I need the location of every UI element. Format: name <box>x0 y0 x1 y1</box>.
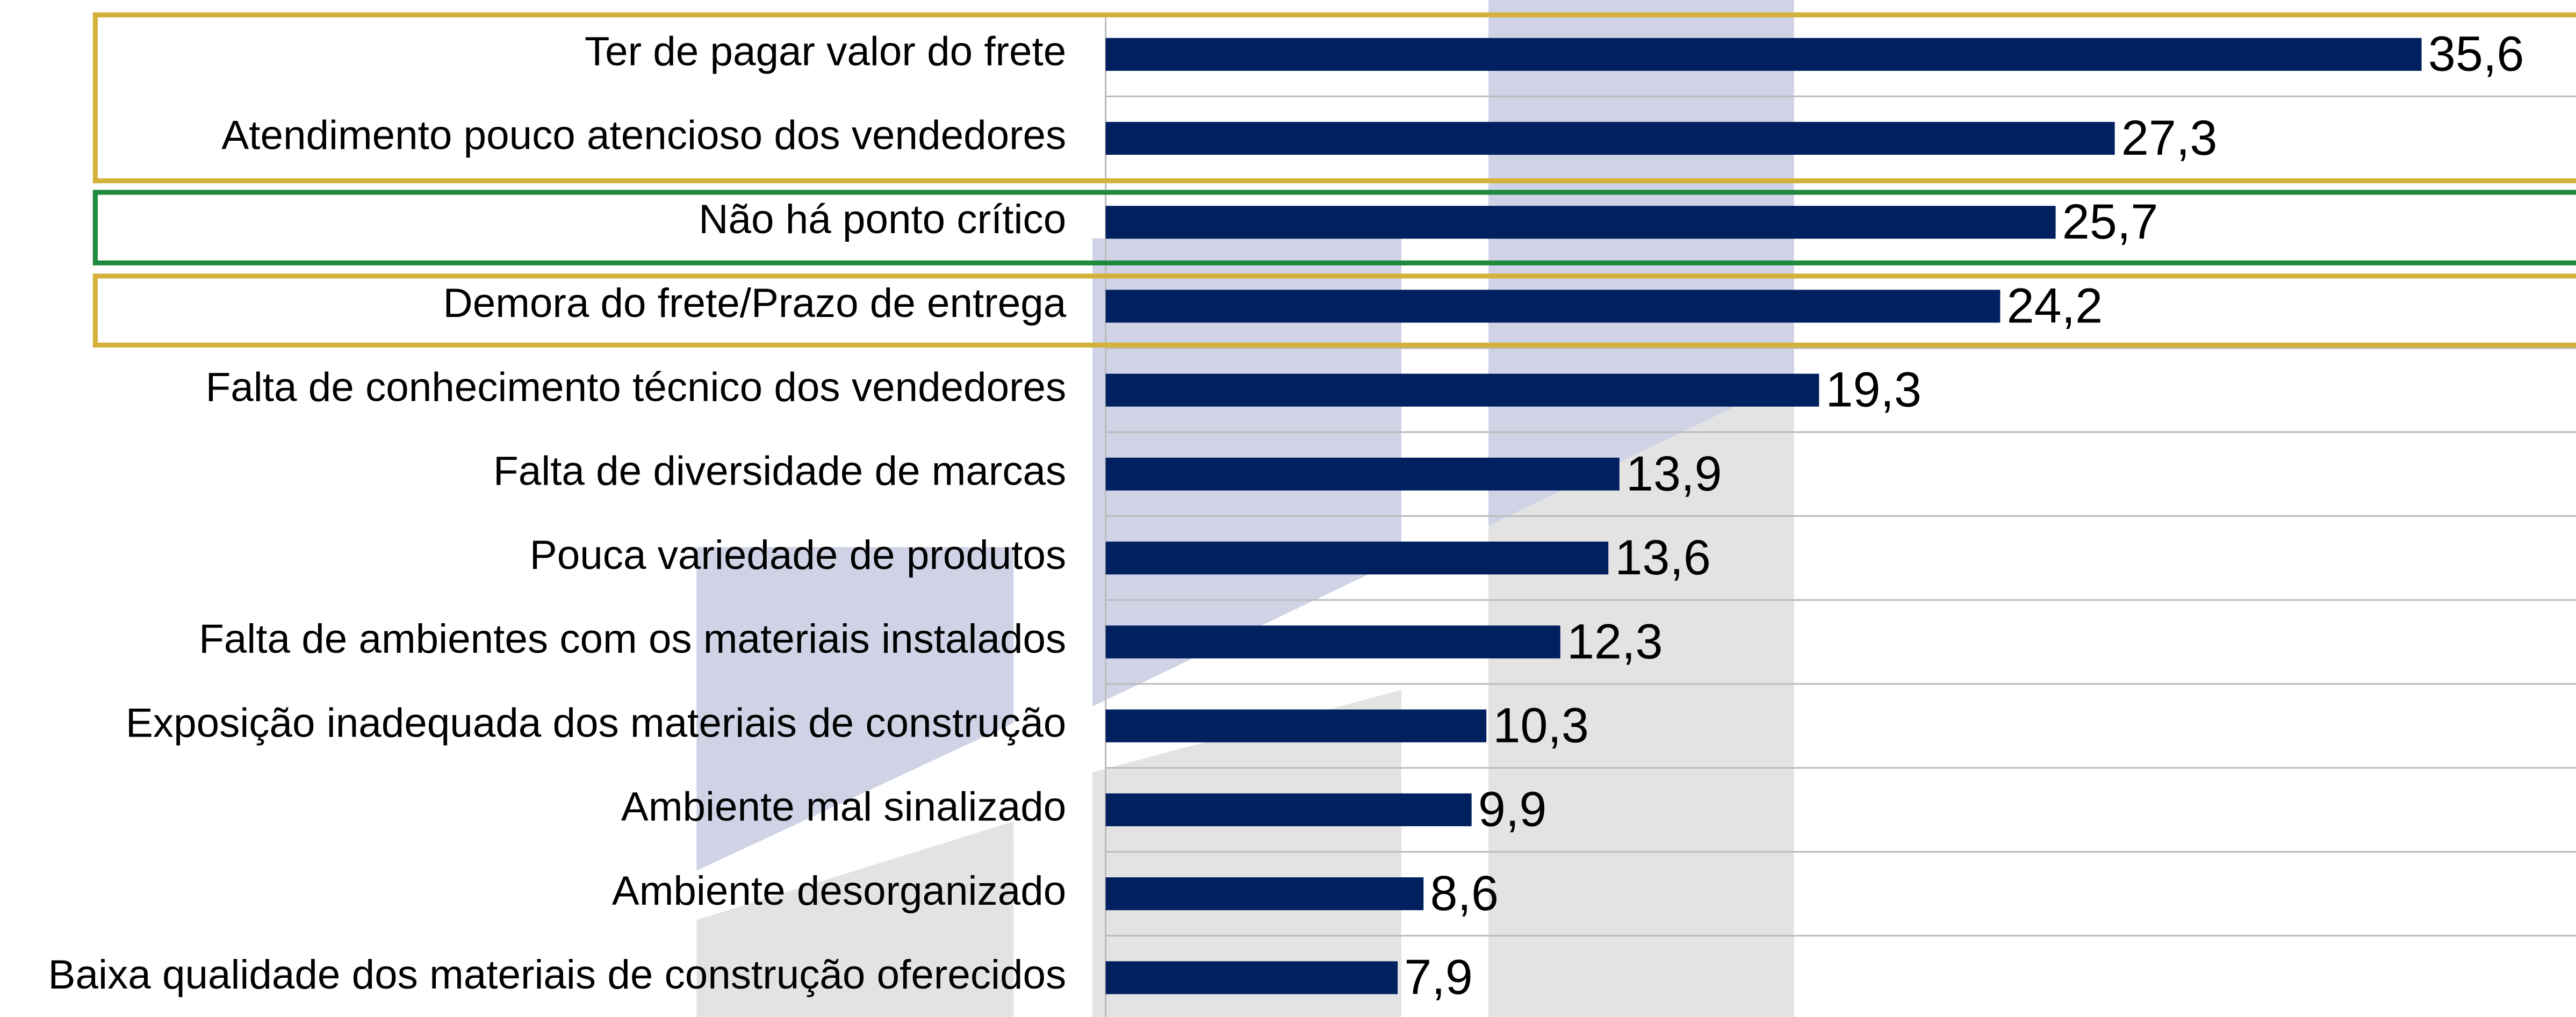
bar <box>1105 709 1487 742</box>
y-tick-label: Falta de diversidade de marcas <box>493 449 1066 494</box>
bar <box>1105 625 1560 659</box>
bar <box>1105 961 1398 994</box>
data-label: 35,6 <box>2428 27 2524 82</box>
highlight-box <box>92 273 2576 348</box>
y-tick-label: Demora do frete/Prazo de entrega <box>443 280 1067 326</box>
bar <box>1105 38 2422 71</box>
y-tick-label: Falta de ambientes com os materiais inst… <box>199 616 1066 662</box>
bar <box>1105 542 1609 575</box>
y-tick-label: Ambiente desorganizado <box>612 868 1066 914</box>
data-label: 24,2 <box>2007 278 2103 333</box>
data-label: 25,7 <box>2062 194 2158 249</box>
y-tick-label: Atendimento pouco atencioso dos vendedor… <box>221 113 1066 158</box>
bar <box>1105 206 2056 239</box>
data-label: 8,6 <box>1430 866 1499 921</box>
y-tick-label: Falta de conhecimento técnico dos vended… <box>206 364 1067 410</box>
y-tick-label: Exposição inadequada dos materiais de co… <box>126 700 1066 746</box>
bar <box>1105 793 1472 826</box>
data-label: 9,9 <box>1478 782 1547 837</box>
data-label: 27,3 <box>2121 111 2218 165</box>
data-label: 7,9 <box>1404 950 1473 1005</box>
data-label: 13,9 <box>1626 446 1722 501</box>
y-tick-label: Não há ponto crítico <box>699 197 1066 242</box>
marks: Ter de pagar valor do frete 35,6 Atendimen… <box>48 27 2524 1005</box>
data-label: 19,3 <box>1826 363 1922 417</box>
data-label: 13,6 <box>1615 530 1711 585</box>
bar <box>1105 121 2115 155</box>
data-label: 12,3 <box>1567 614 1663 669</box>
y-tick-label: Pouca variedade de produtos <box>530 532 1066 578</box>
highlight-box <box>92 190 2576 266</box>
data-label: 10,3 <box>1493 698 1589 753</box>
bar <box>1105 457 1620 491</box>
y-tick-label: Ter de pagar valor do frete <box>585 28 1066 74</box>
bar <box>1105 373 1819 407</box>
bar <box>1105 877 1424 911</box>
y-tick-label: Ambiente mal sinalizado <box>621 784 1066 830</box>
bar <box>1105 290 2001 323</box>
y-tick-label: Baixa qualidade dos materiais de constru… <box>48 952 1067 998</box>
highlight-box <box>92 12 2576 184</box>
